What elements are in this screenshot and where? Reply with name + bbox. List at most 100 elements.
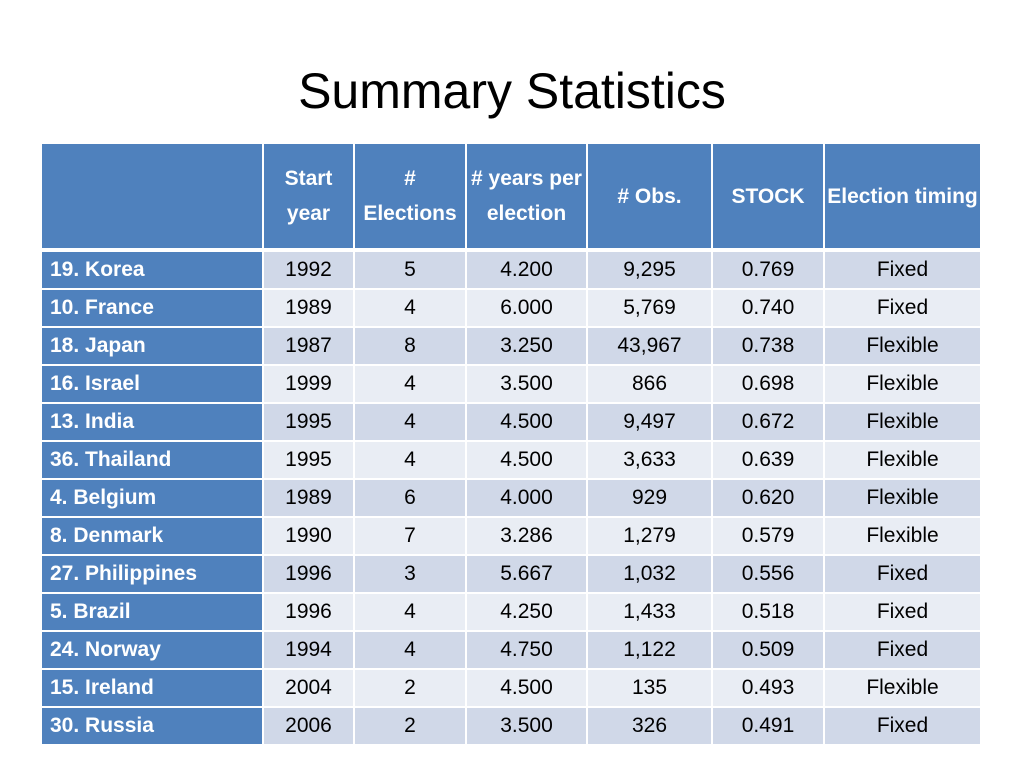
cell-elections: 4 (355, 366, 467, 404)
cell-elections: 8 (355, 328, 467, 366)
cell-stock: 0.620 (713, 480, 825, 518)
table-header-row: Start year # Elections # years per elect… (42, 144, 982, 252)
table-row: 30. Russia 2006 2 3.500 326 0.491 Fixed (42, 708, 982, 746)
cell-start-year: 1987 (264, 328, 355, 366)
cell-stock: 0.509 (713, 632, 825, 670)
table-row: 27. Philippines 1996 3 5.667 1,032 0.556 Fixed (42, 556, 982, 594)
cell-years-per-election: 6.000 (467, 290, 588, 328)
cell-years-per-election: 3.286 (467, 518, 588, 556)
row-country: 4. Belgium (42, 480, 264, 518)
cell-timing: Fixed (825, 290, 982, 328)
cell-obs: 9,497 (588, 404, 713, 442)
cell-stock: 0.672 (713, 404, 825, 442)
cell-obs: 3,633 (588, 442, 713, 480)
cell-timing: Flexible (825, 328, 982, 366)
cell-stock: 0.556 (713, 556, 825, 594)
cell-stock: 0.579 (713, 518, 825, 556)
cell-timing: Fixed (825, 708, 982, 746)
header-election-timing: Election timing (825, 144, 982, 252)
cell-years-per-election: 3.500 (467, 708, 588, 746)
header-country (42, 144, 264, 252)
row-country: 5. Brazil (42, 594, 264, 632)
cell-obs: 135 (588, 670, 713, 708)
cell-years-per-election: 4.250 (467, 594, 588, 632)
table-row: 18. Japan 1987 8 3.250 43,967 0.738 Flexible (42, 328, 982, 366)
header-elections: # Elections (355, 144, 467, 252)
table-row: 5. Brazil 1996 4 4.250 1,433 0.518 Fixed (42, 594, 982, 632)
table-row: 10. France 1989 4 6.000 5,769 0.740 Fixed (42, 290, 982, 328)
cell-years-per-election: 5.667 (467, 556, 588, 594)
cell-timing: Flexible (825, 480, 982, 518)
summary-statistics-table: Start year # Elections # years per elect… (42, 144, 982, 746)
cell-timing: Flexible (825, 670, 982, 708)
table-row: 19. Korea 1992 5 4.200 9,295 0.769 Fixed (42, 252, 982, 290)
row-country: 27. Philippines (42, 556, 264, 594)
cell-elections: 3 (355, 556, 467, 594)
row-country: 15. Ireland (42, 670, 264, 708)
header-obs: # Obs. (588, 144, 713, 252)
cell-stock: 0.769 (713, 252, 825, 290)
cell-obs: 1,122 (588, 632, 713, 670)
cell-obs: 43,967 (588, 328, 713, 366)
cell-start-year: 1994 (264, 632, 355, 670)
cell-years-per-election: 4.000 (467, 480, 588, 518)
cell-elections: 4 (355, 404, 467, 442)
header-years-per-election: # years per election (467, 144, 588, 252)
cell-stock: 0.639 (713, 442, 825, 480)
cell-stock: 0.491 (713, 708, 825, 746)
cell-start-year: 2004 (264, 670, 355, 708)
cell-obs: 326 (588, 708, 713, 746)
table-row: 16. Israel 1999 4 3.500 866 0.698 Flexible (42, 366, 982, 404)
row-country: 10. France (42, 290, 264, 328)
cell-timing: Flexible (825, 518, 982, 556)
cell-years-per-election: 4.500 (467, 404, 588, 442)
cell-elections: 4 (355, 632, 467, 670)
cell-obs: 1,279 (588, 518, 713, 556)
page-title: Summary Statistics (298, 63, 726, 119)
row-country: 30. Russia (42, 708, 264, 746)
cell-timing: Flexible (825, 442, 982, 480)
cell-start-year: 1989 (264, 290, 355, 328)
cell-elections: 2 (355, 670, 467, 708)
cell-years-per-election: 4.200 (467, 252, 588, 290)
row-country: 16. Israel (42, 366, 264, 404)
cell-stock: 0.698 (713, 366, 825, 404)
cell-stock: 0.493 (713, 670, 825, 708)
cell-years-per-election: 3.500 (467, 366, 588, 404)
cell-elections: 7 (355, 518, 467, 556)
cell-start-year: 1989 (264, 480, 355, 518)
cell-start-year: 1999 (264, 366, 355, 404)
cell-start-year: 1996 (264, 594, 355, 632)
cell-start-year: 2006 (264, 708, 355, 746)
table-row: 24. Norway 1994 4 4.750 1,122 0.509 Fixed (42, 632, 982, 670)
table-row: 13. India 1995 4 4.500 9,497 0.672 Flexible (42, 404, 982, 442)
row-country: 8. Denmark (42, 518, 264, 556)
table-row: 4. Belgium 1989 6 4.000 929 0.620 Flexible (42, 480, 982, 518)
cell-timing: Fixed (825, 632, 982, 670)
cell-timing: Fixed (825, 252, 982, 290)
row-country: 36. Thailand (42, 442, 264, 480)
table-body: 19. Korea 1992 5 4.200 9,295 0.769 Fixed 10. Fr… (42, 252, 982, 746)
cell-timing: Flexible (825, 404, 982, 442)
cell-years-per-election: 3.250 (467, 328, 588, 366)
cell-years-per-election: 4.500 (467, 442, 588, 480)
cell-years-per-election: 4.500 (467, 670, 588, 708)
row-country: 19. Korea (42, 252, 264, 290)
row-country: 13. India (42, 404, 264, 442)
cell-obs: 1,433 (588, 594, 713, 632)
cell-elections: 4 (355, 594, 467, 632)
table-row: 36. Thailand 1995 4 4.500 3,633 0.639 Flexible (42, 442, 982, 480)
cell-elections: 4 (355, 442, 467, 480)
cell-timing: Fixed (825, 556, 982, 594)
cell-elections: 5 (355, 252, 467, 290)
cell-years-per-election: 4.750 (467, 632, 588, 670)
table-row: 8. Denmark 1990 7 3.286 1,279 0.579 Flexible (42, 518, 982, 556)
cell-start-year: 1995 (264, 442, 355, 480)
cell-timing: Fixed (825, 594, 982, 632)
row-country: 18. Japan (42, 328, 264, 366)
cell-stock: 0.738 (713, 328, 825, 366)
cell-obs: 9,295 (588, 252, 713, 290)
cell-obs: 866 (588, 366, 713, 404)
row-country: 24. Norway (42, 632, 264, 670)
cell-elections: 6 (355, 480, 467, 518)
